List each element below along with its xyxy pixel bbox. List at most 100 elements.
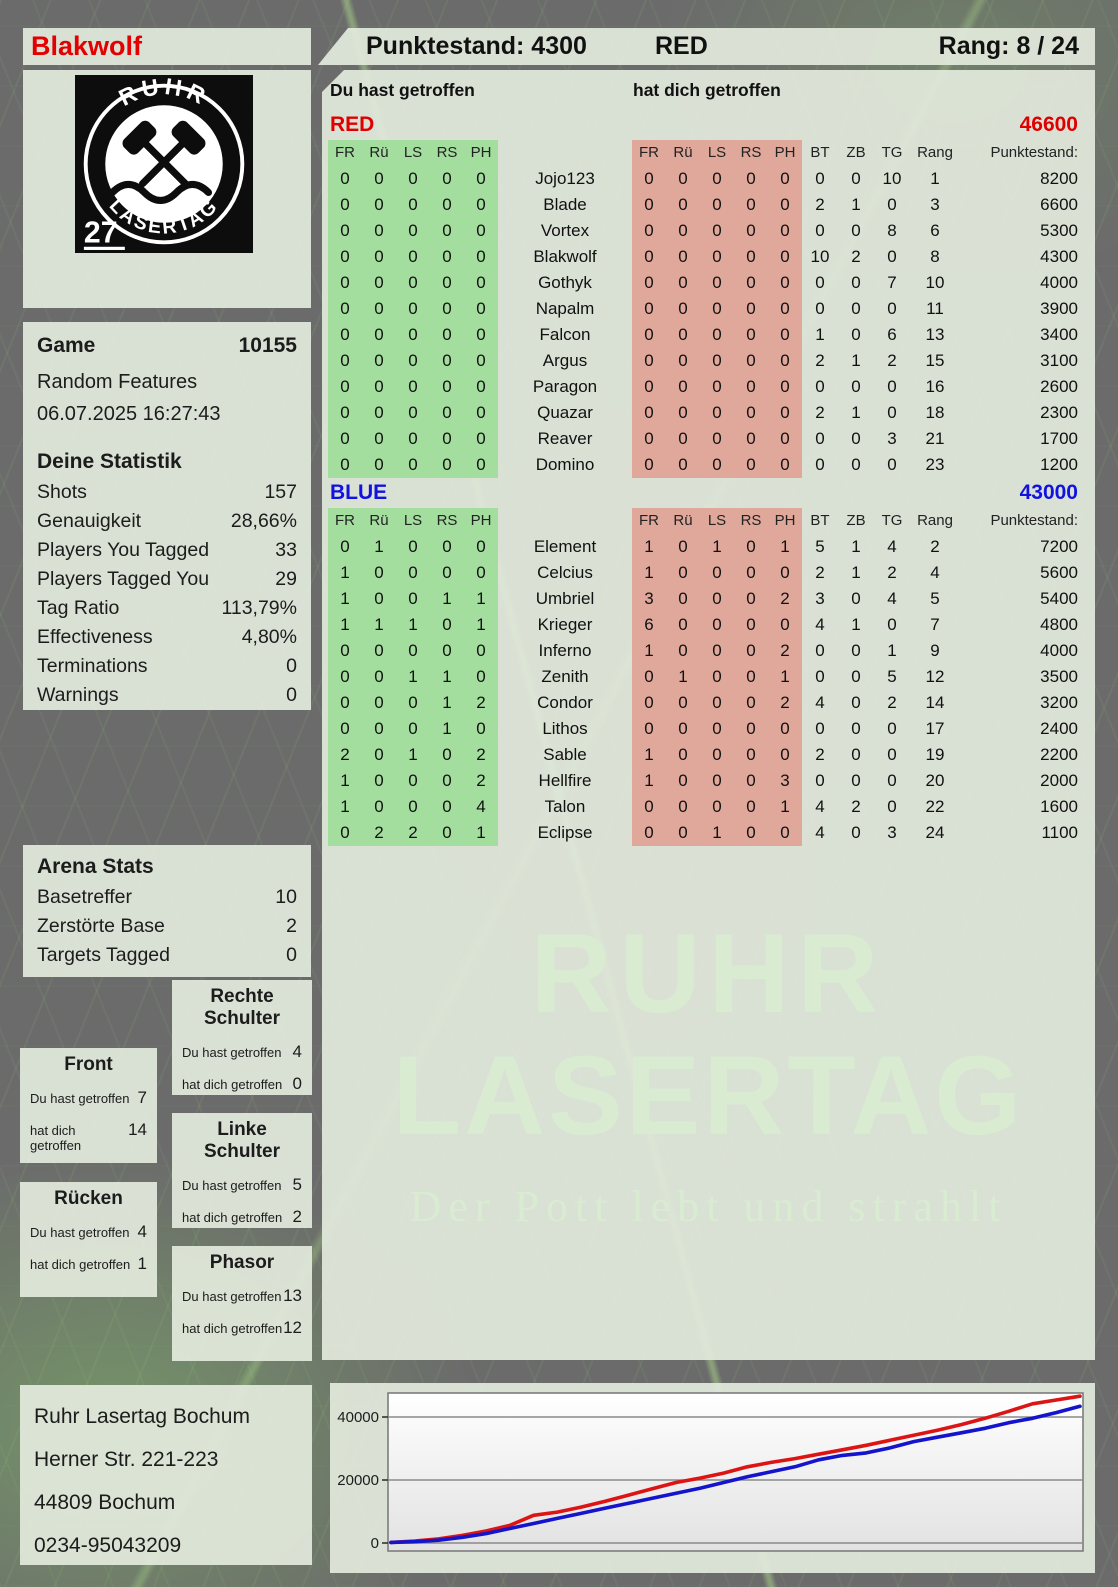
player-name-cell: Zenith bbox=[541, 667, 589, 686]
them-hit-cell: 1 bbox=[632, 638, 666, 664]
player-stats-list: Shots 157 Genauigkeit 28,66% Players You Tag… bbox=[37, 478, 297, 710]
you-hit-cell: 0 bbox=[362, 560, 396, 586]
them-hit-cell: 0 bbox=[700, 716, 734, 742]
them-hit-cell: 0 bbox=[666, 426, 700, 452]
them-hit-cell: 0 bbox=[734, 348, 768, 374]
them-hit-cell: 0 bbox=[768, 426, 802, 452]
you-hit-cell: 0 bbox=[396, 270, 430, 296]
you-hit-cell: 0 bbox=[362, 400, 396, 426]
col-header-right: TG bbox=[881, 144, 903, 161]
player-name-cell: Reaver bbox=[537, 429, 593, 448]
you-hit-cell: 0 bbox=[328, 452, 362, 478]
you-hit-cell: 0 bbox=[464, 452, 498, 478]
score-cell: 2600 bbox=[1040, 377, 1078, 396]
hitbox-title: Linke Schulter bbox=[203, 1119, 281, 1162]
you-hit-cell: 2 bbox=[464, 690, 498, 716]
player-name-cell: Quazar bbox=[537, 403, 593, 422]
you-hit-cell: 0 bbox=[464, 716, 498, 742]
them-hit-cell: 0 bbox=[632, 296, 666, 322]
them-hit-cell: 0 bbox=[768, 374, 802, 400]
you-hit-cell: 0 bbox=[362, 322, 396, 348]
them-hit-cell: 0 bbox=[632, 348, 666, 374]
zb-cell: 0 bbox=[851, 589, 861, 608]
them-hit-cell: 0 bbox=[768, 452, 802, 478]
rank-cell: 6 bbox=[930, 221, 940, 240]
watermark: RUHR LASERTAG Der Pott lebt und strahlt bbox=[322, 915, 1095, 1232]
them-hit-cell: 0 bbox=[734, 374, 768, 400]
tg-cell: 4 bbox=[887, 537, 897, 556]
them-hit-cell: 0 bbox=[768, 400, 802, 426]
them-hit-cell: 0 bbox=[700, 400, 734, 426]
bt-cell: 2 bbox=[815, 351, 825, 370]
them-hit-cell: 0 bbox=[700, 192, 734, 218]
them-hit-cell: 0 bbox=[632, 400, 666, 426]
you-hit-cell: 0 bbox=[362, 586, 396, 612]
them-hit-cell: 0 bbox=[666, 586, 700, 612]
rank-cell: 7 bbox=[930, 615, 940, 634]
score-cell: 1200 bbox=[1040, 455, 1078, 474]
them-hit-cell: 0 bbox=[700, 374, 734, 400]
player-name-cell: Falcon bbox=[539, 325, 591, 344]
you-hit-cell: 1 bbox=[328, 586, 362, 612]
score-progression-chart: 0 20000 40000 bbox=[330, 1383, 1095, 1573]
you-hit-label: Du hast getroffen bbox=[30, 1091, 130, 1106]
you-hit-label: Du hast getroffen bbox=[182, 1178, 282, 1193]
score-cell: 5300 bbox=[1040, 221, 1078, 240]
club-logo-box: RUHR LASERTAG 27 bbox=[23, 70, 311, 308]
you-hit-cell: 0 bbox=[430, 218, 464, 244]
you-hit-cell: 0 bbox=[464, 270, 498, 296]
stat-value: 157 bbox=[264, 481, 297, 503]
hitbox-title: Phasor bbox=[209, 1252, 275, 1273]
them-hit-cell: 0 bbox=[768, 612, 802, 638]
you-hit-cell: 0 bbox=[328, 192, 362, 218]
them-hit-cell: 0 bbox=[632, 794, 666, 820]
you-hit-cell: 0 bbox=[328, 374, 362, 400]
you-hit-cell: 0 bbox=[430, 244, 464, 270]
stat-row: Zerstörte Base 2 bbox=[37, 912, 297, 941]
them-hit-cell: 0 bbox=[632, 374, 666, 400]
player-name-cell: Jojo123 bbox=[535, 169, 595, 188]
them-hit-label: hat dich getroffen bbox=[30, 1257, 131, 1272]
you-hit-cell: 0 bbox=[362, 638, 396, 664]
them-hit-cell: 0 bbox=[666, 820, 700, 846]
stat-row: Basetreffer 10 bbox=[37, 883, 297, 912]
them-hit-cell: 0 bbox=[700, 218, 734, 244]
stat-value: 0 bbox=[286, 944, 297, 966]
tg-cell: 3 bbox=[887, 823, 897, 842]
rank-cell: 12 bbox=[925, 667, 945, 686]
svg-text:20000: 20000 bbox=[337, 1472, 379, 1489]
col-header-right: Punktestand: bbox=[990, 144, 1078, 161]
player-name-cell: Umbriel bbox=[535, 589, 595, 608]
them-hit-cell: 0 bbox=[734, 296, 768, 322]
col-header-player bbox=[498, 508, 632, 534]
you-hit-cell: 0 bbox=[362, 270, 396, 296]
them-hit-cell: 0 bbox=[666, 452, 700, 478]
player-name-cell: Blade bbox=[543, 195, 587, 214]
rank-cell: 20 bbox=[925, 771, 945, 790]
col-header-you: RS bbox=[430, 508, 464, 534]
col-header-you: LS bbox=[396, 140, 430, 166]
rank-cell: 5 bbox=[930, 589, 940, 608]
score-cell: 4000 bbox=[1040, 273, 1078, 292]
stat-value: 10 bbox=[275, 886, 297, 908]
player-name-cell: Celcius bbox=[537, 563, 593, 582]
player-name-cell: Inferno bbox=[538, 641, 592, 660]
score-cell: 8200 bbox=[1040, 169, 1078, 188]
them-hit-cell: 0 bbox=[734, 426, 768, 452]
tg-cell: 0 bbox=[887, 299, 897, 318]
watermark-line1: RUHR bbox=[530, 911, 887, 1036]
them-hit-cell: 0 bbox=[666, 794, 700, 820]
you-hit-cell: 0 bbox=[362, 690, 396, 716]
you-hit-cell: 0 bbox=[362, 716, 396, 742]
tg-cell: 2 bbox=[887, 563, 897, 582]
svg-text:27: 27 bbox=[84, 216, 118, 249]
you-hit-cell: 1 bbox=[396, 664, 430, 690]
you-hit-group-label: Du hast getroffen bbox=[330, 80, 475, 100]
them-hit-cell: 0 bbox=[666, 612, 700, 638]
tg-cell: 6 bbox=[887, 325, 897, 344]
stat-row: Shots 157 bbox=[37, 478, 297, 507]
stat-row: Effectiveness 4,80% bbox=[37, 623, 297, 652]
you-hit-cell: 0 bbox=[396, 638, 430, 664]
rank-cell: 16 bbox=[925, 377, 945, 396]
you-hit-cell: 2 bbox=[362, 820, 396, 846]
